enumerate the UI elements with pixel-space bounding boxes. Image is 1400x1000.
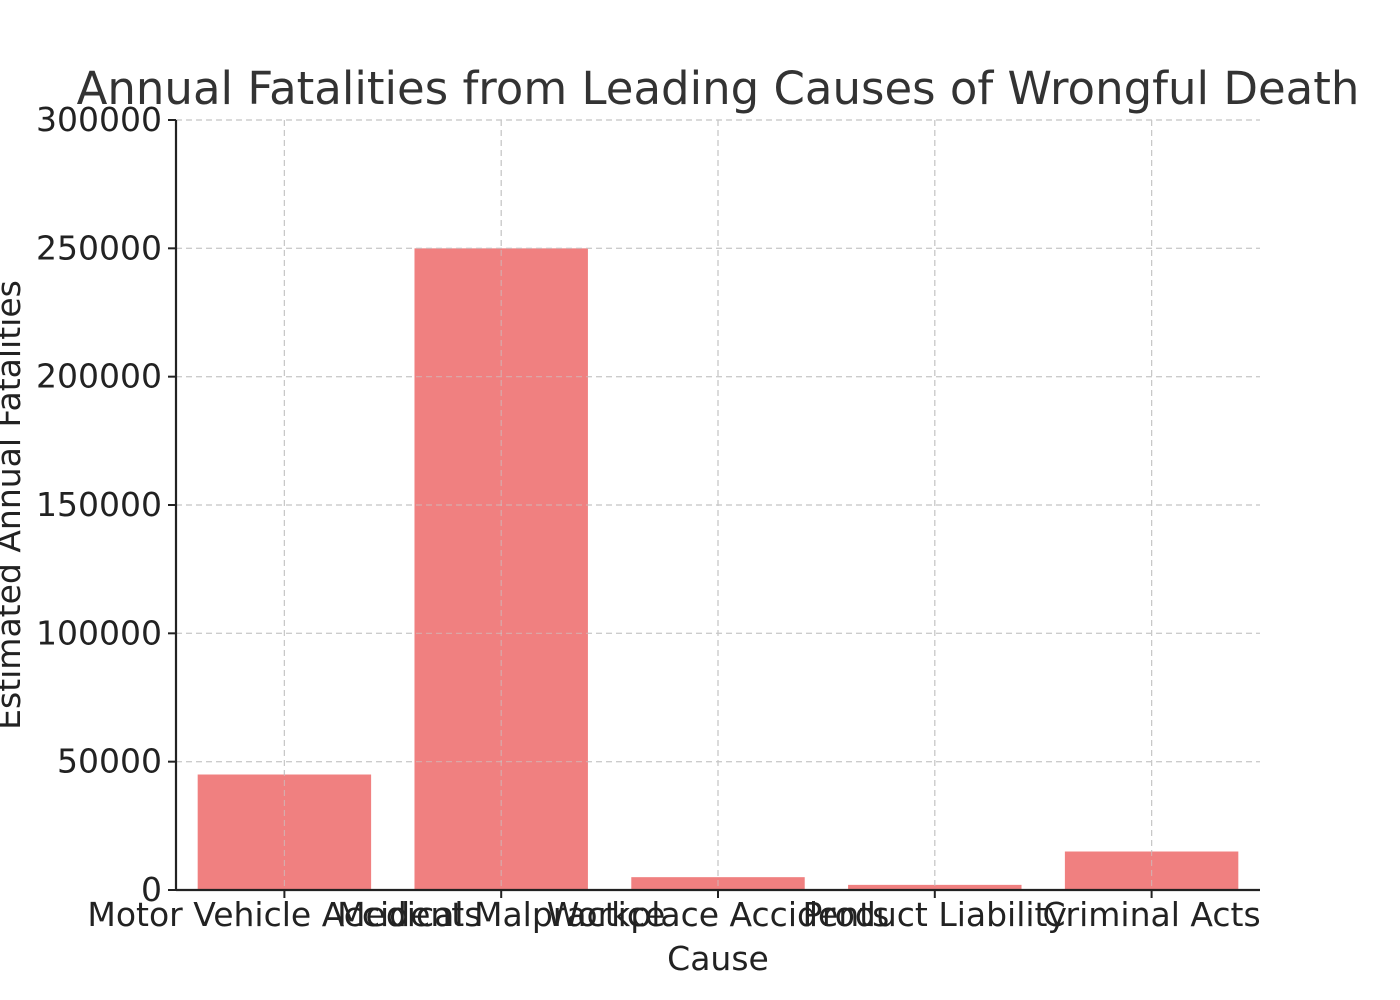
y-tick-label-0: 0: [141, 870, 162, 909]
bar-3: [848, 884, 1022, 890]
x-axis-label: Cause: [667, 939, 769, 978]
x-tick-label-3: Product Liability: [803, 895, 1067, 934]
y-tick-label-2: 100000: [36, 613, 162, 652]
x-tick-label-1: Medical Malpractice: [337, 895, 665, 934]
x-tick-label-2: Workplace Accidents: [547, 895, 890, 934]
x-tick-label-4: Criminal Acts: [1043, 895, 1261, 934]
y-tick-label-5: 250000: [36, 228, 162, 267]
y-tick-label-4: 200000: [36, 357, 162, 396]
bars: [176, 119, 1260, 891]
ticks: 0 50000 100000 150000 200000 250000 300000 Moto…: [36, 100, 1261, 934]
y-tick-label-1: 50000: [57, 742, 162, 781]
y-tick-label-3: 150000: [36, 485, 162, 524]
y-axis-label: Estimated Annual Fatalities: [0, 280, 28, 730]
y-tick-label-6: 300000: [36, 100, 162, 139]
x-tick-label-0: Motor Vehicle Accidents: [87, 895, 481, 934]
chart-title: Annual Fatalities from Leading Causes of…: [77, 62, 1360, 115]
